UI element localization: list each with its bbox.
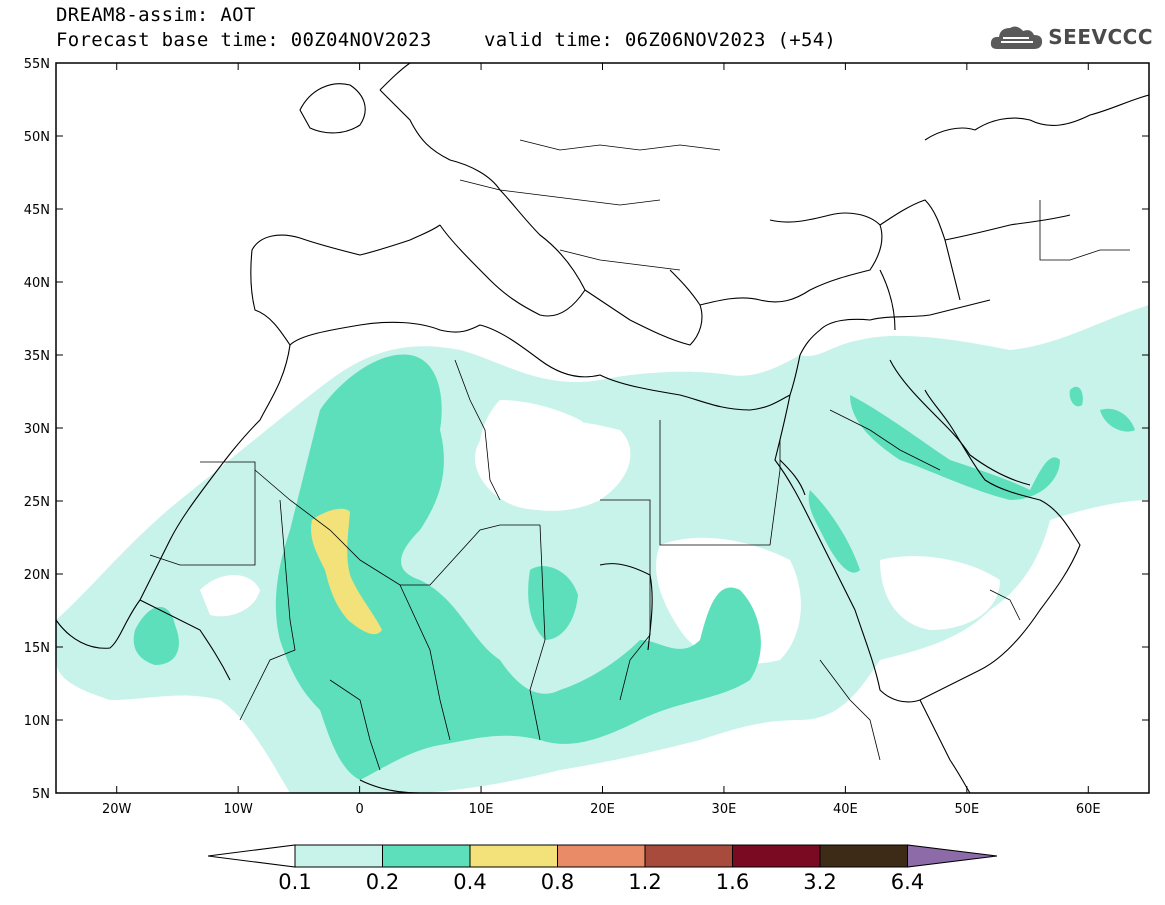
colorbar-swatch [732, 844, 821, 868]
colorbar-swatch [819, 844, 908, 868]
colorbar-swatch [469, 844, 558, 868]
colorbar-swatch [557, 844, 646, 868]
lon-label: 20E [590, 802, 615, 817]
aot-region-mid [275, 354, 761, 780]
colorbar-swatch [382, 844, 471, 868]
longitude-axis: 20W 10W 0 10E 20E 30E 40E 50E 60E [102, 63, 1101, 817]
lat-label: 40N [24, 276, 50, 291]
colorbar-label: 1.6 [716, 870, 749, 894]
seevccc-logo: SEEVCCC [989, 22, 1153, 52]
coastlines [56, 63, 1149, 793]
colorbar-under-arrow [207, 844, 296, 868]
colorbar-swatch [294, 844, 383, 868]
colorbar-label: 0.1 [278, 870, 311, 894]
forecast-base-time: Forecast base time: 00Z04NOV2023 [56, 29, 432, 51]
colorbar-label: 0.4 [453, 870, 486, 894]
lon-label: 20W [102, 802, 132, 817]
colorbar-swatch [644, 844, 733, 868]
lon-label: 50E [954, 802, 979, 817]
lat-label: 20N [24, 568, 50, 583]
colorbar: 0.1 0.2 0.4 0.8 1.2 1.6 3.2 6.4 [207, 844, 998, 894]
aot-region-high [311, 508, 382, 635]
lon-label: 30E [712, 802, 737, 817]
lat-label: 55N [24, 57, 50, 72]
lat-label: 5N [32, 787, 50, 802]
colorbar-label: 0.2 [366, 870, 399, 894]
lon-label: 0 [355, 802, 363, 817]
lat-label: 10N [24, 714, 50, 729]
colorbar-label: 0.8 [541, 870, 574, 894]
valid-time: valid time: 06Z06NOV2023 (+54) [484, 29, 837, 51]
lat-label: 35N [24, 349, 50, 364]
lon-label: 10W [223, 802, 253, 817]
cloud-icon [991, 26, 1043, 49]
lon-label: 40E [833, 802, 858, 817]
lat-label: 30N [24, 422, 50, 437]
colorbar-label: 6.4 [891, 870, 924, 894]
lat-label: 50N [24, 130, 50, 145]
lon-label: 60E [1076, 802, 1101, 817]
aot-field [56, 305, 1149, 793]
lat-label: 45N [24, 203, 50, 218]
colorbar-label: 3.2 [803, 870, 836, 894]
lon-label: 10E [469, 802, 494, 817]
latitude-axis: 5N 10N 15N 20N 25N 30N 35N 40N 45N 50N 55N [24, 57, 1149, 802]
colorbar-over-arrow [907, 844, 998, 868]
lat-label: 25N [24, 495, 50, 510]
map-title: DREAM8-assim: AOT [56, 4, 256, 26]
lat-label: 15N [24, 641, 50, 656]
colorbar-label: 1.2 [628, 870, 661, 894]
logo-text: SEEVCCC [1048, 25, 1153, 49]
borders [149, 139, 1130, 771]
